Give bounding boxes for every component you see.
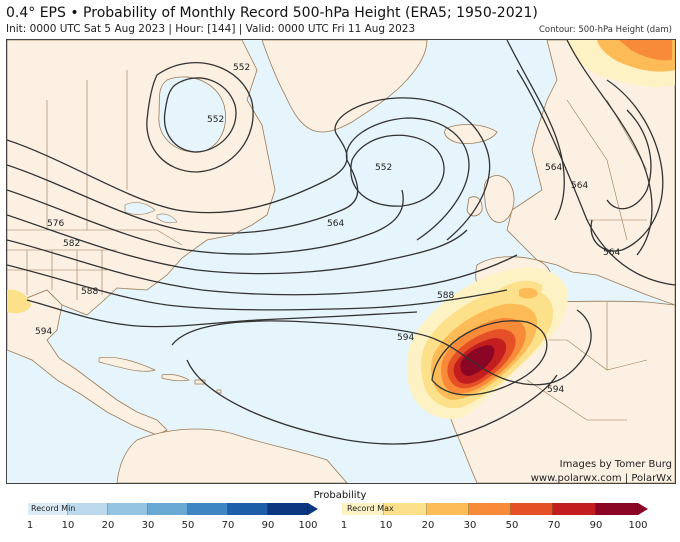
map-panel: 552 552 564 564 564 576 582 588 594 594 … bbox=[6, 39, 676, 484]
land-south-america bbox=[116, 428, 348, 483]
chart-title: 0.4° EPS • Probability of Monthly Record… bbox=[6, 5, 538, 21]
tick-label: 50 bbox=[181, 520, 195, 531]
credit-author: Images by Tomer Burg bbox=[559, 459, 672, 470]
colorbar-max-seg bbox=[342, 503, 385, 515]
land-british-isles bbox=[466, 175, 515, 223]
colorbar-min-seg bbox=[268, 503, 308, 515]
colorbar-min-seg bbox=[108, 503, 148, 515]
colorbar-min-seg bbox=[28, 503, 68, 515]
colorbar-min-seg bbox=[68, 503, 108, 515]
contour-label: 564 bbox=[571, 181, 588, 191]
colorbar-max-seg bbox=[384, 503, 427, 515]
tick-label: 90 bbox=[589, 520, 603, 531]
colorbar-min-seg bbox=[188, 503, 228, 515]
tick-label: 100 bbox=[298, 520, 318, 531]
colorbar-record-max bbox=[342, 503, 638, 515]
record-max-shading bbox=[406, 267, 568, 419]
land-caribbean bbox=[98, 356, 222, 394]
colorbar-min-arrow bbox=[308, 503, 318, 515]
colorbar-max-seg bbox=[468, 503, 512, 515]
record-max-label: Record Max bbox=[347, 504, 394, 513]
colorbar-min-seg bbox=[148, 503, 188, 515]
country-borders bbox=[7, 70, 648, 421]
record-min-label: Record Min bbox=[31, 504, 76, 513]
tick-label: 20 bbox=[421, 520, 435, 531]
tick-label: 90 bbox=[261, 520, 275, 531]
contour-label: 576 bbox=[47, 219, 64, 229]
colorbar-min-seg bbox=[228, 503, 268, 515]
credit-website[interactable]: www.polarwx.com | PolarWx bbox=[530, 473, 672, 484]
tick-label: 10 bbox=[61, 520, 75, 531]
water-great-lakes bbox=[124, 202, 178, 224]
contour-label: 594 bbox=[35, 327, 52, 337]
colorbar-max-seg bbox=[511, 503, 554, 515]
colorbar-max-seg bbox=[553, 503, 596, 515]
contour-label: 588 bbox=[437, 291, 454, 301]
colorbar-max-seg bbox=[595, 503, 638, 515]
contour-label: 582 bbox=[63, 239, 80, 249]
land-greenland bbox=[261, 40, 428, 133]
contour-note: Contour: 500-hPa Height (dam) bbox=[538, 25, 672, 35]
tick-label: 1 bbox=[340, 520, 348, 531]
colorbar-max-seg bbox=[426, 503, 469, 515]
tick-label: 100 bbox=[628, 520, 648, 531]
init-valid-subtitle: Init: 0000 UTC Sat 5 Aug 2023 | Hour: [1… bbox=[6, 23, 416, 35]
land-europe bbox=[506, 40, 675, 306]
contour-label: 594 bbox=[397, 333, 414, 343]
legend-title: Probability bbox=[313, 490, 367, 501]
contour-label: 564 bbox=[327, 219, 344, 229]
contour-label: 564 bbox=[545, 163, 562, 173]
map-svg: 552 552 564 564 564 576 582 588 594 594 … bbox=[7, 40, 675, 483]
tick-label: 70 bbox=[221, 520, 235, 531]
height-contours bbox=[7, 40, 675, 445]
record-max-shading-north bbox=[567, 40, 675, 88]
contour-label: 552 bbox=[207, 115, 224, 125]
land-central-america bbox=[7, 289, 168, 436]
contour-labels: 552 552 564 564 564 576 582 588 594 594 … bbox=[35, 63, 620, 395]
contour-label: 594 bbox=[547, 385, 564, 395]
record-max-shading-us bbox=[7, 289, 31, 314]
contour-label: 552 bbox=[233, 63, 250, 73]
contour-label: 564 bbox=[603, 248, 620, 258]
tick-label: 20 bbox=[101, 520, 115, 531]
colorbar-max-arrow bbox=[638, 503, 648, 515]
tick-label: 1 bbox=[26, 520, 34, 531]
contour-label: 588 bbox=[81, 287, 98, 297]
tick-label: 30 bbox=[463, 520, 477, 531]
contour-label: 552 bbox=[375, 163, 392, 173]
tick-label: 10 bbox=[379, 520, 393, 531]
colorbar-record-min bbox=[28, 503, 308, 515]
tick-label: 70 bbox=[547, 520, 561, 531]
tick-label: 30 bbox=[141, 520, 155, 531]
tick-label: 50 bbox=[505, 520, 519, 531]
